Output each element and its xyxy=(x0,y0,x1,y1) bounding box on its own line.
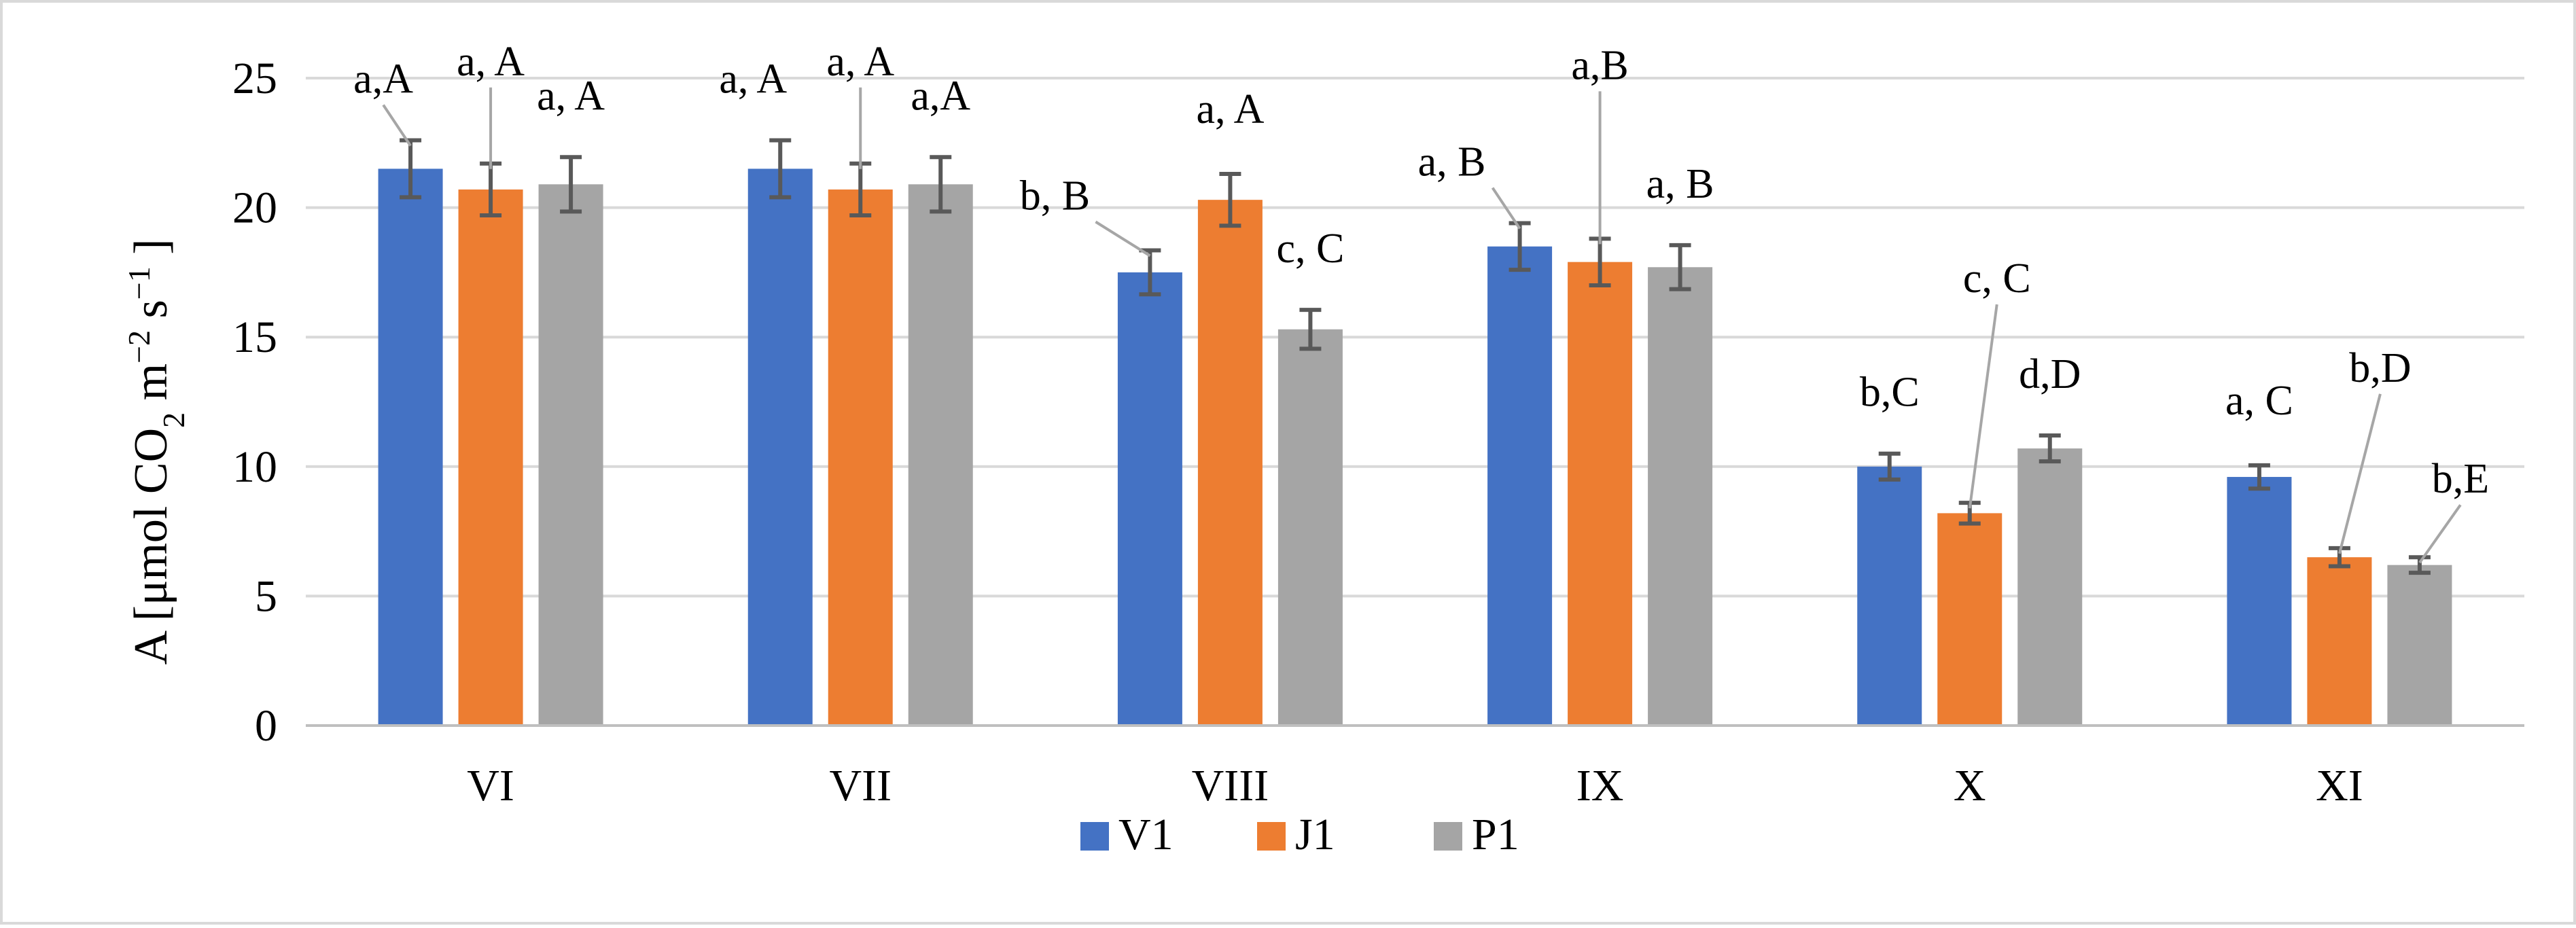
bar-j1-xi xyxy=(2307,557,2372,726)
data-label: c, C xyxy=(1963,255,2031,302)
bar-v1-viii xyxy=(1117,272,1182,726)
data-label: c, C xyxy=(1276,226,1344,272)
data-label: a,A xyxy=(911,73,970,119)
bar-j1-viii xyxy=(1197,200,1263,726)
bar-v1-vii xyxy=(747,168,813,726)
bar-p1-x xyxy=(2017,448,2083,726)
x-tick-label: X xyxy=(1954,761,1986,810)
label-leader-line xyxy=(1095,220,1151,257)
label-leader-line xyxy=(382,104,412,147)
data-label: a, C xyxy=(2225,378,2293,424)
label-leaders xyxy=(382,87,2462,564)
data-label: a, A xyxy=(826,39,894,85)
y-axis-label: A [μmol CO2 m−2 s−1 ] xyxy=(122,238,191,664)
x-tick-label: IX xyxy=(1576,761,1624,810)
x-tick-label: XI xyxy=(2316,761,2363,810)
label-leader-line xyxy=(2337,393,2382,554)
x-tick-label: VI xyxy=(467,761,514,810)
data-label: a, B xyxy=(1418,139,1486,185)
y-tick-label: 5 xyxy=(255,571,277,621)
bar-p1-xi xyxy=(2387,565,2452,726)
data-label: a,B xyxy=(1571,42,1628,88)
data-label: a, A xyxy=(537,73,605,119)
bar-p1-viii xyxy=(1277,329,1343,726)
label-leader-line xyxy=(2418,504,2462,564)
legend-label-p1: P1 xyxy=(1472,810,1519,859)
bar-v1-ix xyxy=(1487,246,1553,726)
bar-v1-vi xyxy=(378,168,443,726)
bar-j1-x xyxy=(1937,513,2002,726)
legend: V1 J1 P1 xyxy=(1080,810,1519,859)
bar-p1-vii xyxy=(908,184,973,726)
label-leader-line xyxy=(1968,304,1998,509)
bar-j1-ix xyxy=(1568,262,1633,726)
axes: 0 5 10 15 20 25 VI VII VIII IX X XI xyxy=(232,54,2524,810)
y-tick-label: 0 xyxy=(255,701,277,751)
x-tick-label: VII xyxy=(829,761,892,810)
data-label: a,A xyxy=(353,56,413,102)
data-labels: a,A a, A a, A a, A a, A a,A b, B a, A c, C a, B a,… xyxy=(353,39,2489,502)
bars xyxy=(378,168,2452,726)
legend-swatch-v1 xyxy=(1080,822,1109,851)
y-tick-label: 15 xyxy=(232,313,277,362)
y-tick-label: 10 xyxy=(232,442,277,492)
legend-label-j1: J1 xyxy=(1295,810,1335,859)
data-label: b,C xyxy=(1860,370,1920,416)
bar-v1-x xyxy=(1857,466,1922,726)
y-tick-label: 20 xyxy=(232,183,277,233)
data-label: d,D xyxy=(2019,351,2081,397)
bar-p1-vi xyxy=(538,184,603,726)
x-tick-label: VIII xyxy=(1192,761,1269,810)
legend-label-v1: V1 xyxy=(1118,810,1174,859)
bar-j1-vi xyxy=(458,189,523,726)
bar-p1-ix xyxy=(1648,267,1713,726)
data-label: a, A xyxy=(1196,86,1264,132)
data-label: b,D xyxy=(2349,345,2411,391)
data-label: b,E xyxy=(2432,456,2489,502)
data-label: a, A xyxy=(719,56,787,102)
gridlines xyxy=(306,77,2524,598)
y-tick-label: 25 xyxy=(232,54,277,103)
bar-j1-vii xyxy=(828,189,893,726)
bar-v1-xi xyxy=(2227,477,2292,726)
legend-swatch-p1 xyxy=(1434,822,1462,851)
data-label: b, B xyxy=(1020,173,1090,219)
data-label: a, A xyxy=(457,39,525,85)
label-leader-line xyxy=(1491,187,1521,230)
data-label: a, B xyxy=(1646,161,1714,207)
legend-swatch-j1 xyxy=(1257,822,1286,851)
